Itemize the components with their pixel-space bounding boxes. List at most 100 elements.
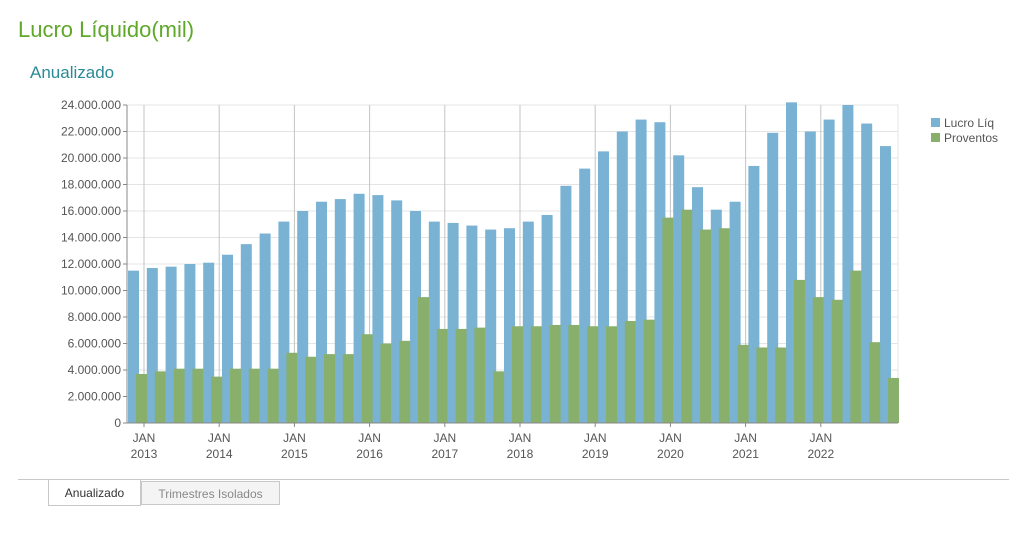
bar-proventos bbox=[756, 347, 768, 423]
bar-proventos bbox=[812, 297, 824, 423]
x-tick-label-year: 2019 bbox=[582, 447, 609, 461]
bar-lucro bbox=[203, 262, 215, 423]
bar-proventos bbox=[568, 324, 580, 423]
bar-proventos bbox=[474, 327, 486, 423]
section-title: Anualizado bbox=[30, 63, 115, 82]
x-tick-label-month: JAN bbox=[283, 431, 306, 445]
bar-lucro bbox=[372, 195, 384, 423]
bar-proventos bbox=[436, 328, 448, 423]
legend-label: Lucro Líq bbox=[944, 116, 994, 130]
y-tick-label: 22.000.000 bbox=[61, 125, 121, 139]
bar-lucro bbox=[654, 122, 666, 423]
legend-swatch bbox=[931, 118, 940, 127]
bar-lucro bbox=[880, 146, 891, 423]
bar-lucro bbox=[579, 168, 591, 423]
x-tick-label-year: 2022 bbox=[807, 447, 834, 461]
bar-proventos bbox=[154, 371, 166, 423]
y-tick-label: 4.000.000 bbox=[68, 363, 122, 377]
y-tick-label: 14.000.000 bbox=[61, 231, 121, 245]
bar-lucro bbox=[616, 131, 628, 423]
bar-proventos bbox=[380, 343, 392, 423]
bar-lucro bbox=[541, 214, 553, 423]
bar-proventos bbox=[342, 354, 354, 423]
bar-proventos bbox=[681, 209, 693, 423]
bar-proventos bbox=[418, 297, 429, 423]
bar-proventos bbox=[211, 376, 223, 423]
bar-lucro bbox=[278, 221, 290, 423]
bar-proventos bbox=[869, 342, 881, 423]
bar-lucro bbox=[334, 199, 346, 423]
bar-lucro bbox=[560, 185, 572, 423]
bar-proventos bbox=[230, 368, 241, 423]
bar-proventos bbox=[286, 352, 298, 423]
bar-lucro bbox=[466, 225, 478, 423]
bar-lucro bbox=[635, 119, 647, 423]
bar-lucro bbox=[146, 267, 158, 423]
y-tick-label: 12.000.000 bbox=[61, 257, 121, 271]
bar-proventos bbox=[512, 326, 523, 423]
bar-proventos bbox=[624, 320, 636, 423]
bar-proventos bbox=[305, 356, 317, 423]
bar-proventos bbox=[136, 373, 147, 423]
x-tick-label-month: JAN bbox=[734, 431, 757, 445]
bar-proventos bbox=[587, 326, 599, 423]
bar-lucro bbox=[447, 222, 459, 423]
bar-proventos bbox=[775, 347, 787, 423]
x-tick-label-year: 2015 bbox=[281, 447, 308, 461]
x-tick-label-year: 2018 bbox=[507, 447, 534, 461]
bar-proventos bbox=[831, 299, 843, 423]
bar-proventos bbox=[700, 229, 711, 423]
legend-swatch bbox=[931, 133, 940, 142]
bar-proventos bbox=[718, 228, 730, 423]
bar-lucro bbox=[673, 155, 685, 423]
bar-lucro bbox=[767, 132, 779, 423]
bar-proventos bbox=[267, 368, 279, 423]
bar-lucro bbox=[297, 211, 309, 423]
y-tick-label: 2.000.000 bbox=[68, 390, 122, 404]
y-tick-label: 10.000.000 bbox=[61, 284, 121, 298]
x-tick-label-year: 2021 bbox=[732, 447, 759, 461]
bar-proventos bbox=[549, 324, 561, 423]
x-tick-label-year: 2020 bbox=[657, 447, 684, 461]
x-tick-label-month: JAN bbox=[358, 431, 381, 445]
bar-proventos bbox=[888, 377, 899, 423]
bar-lucro bbox=[710, 209, 722, 423]
bar-lucro bbox=[748, 165, 760, 423]
bar-lucro bbox=[522, 221, 534, 423]
x-tick-label-month: JAN bbox=[433, 431, 456, 445]
bar-proventos bbox=[737, 344, 749, 423]
bar-proventos bbox=[794, 279, 805, 423]
bar-proventos bbox=[324, 354, 335, 423]
bar-proventos bbox=[173, 368, 185, 423]
y-tick-label: 6.000.000 bbox=[68, 337, 122, 351]
tab-anualizado[interactable]: Anualizado bbox=[48, 480, 141, 506]
bar-lucro bbox=[410, 211, 421, 423]
bar-lucro bbox=[861, 123, 873, 424]
bar-lucro bbox=[692, 187, 703, 423]
bar-proventos bbox=[493, 371, 505, 423]
y-tick-label: 18.000.000 bbox=[61, 178, 121, 192]
bar-proventos bbox=[530, 326, 542, 423]
bar-lucro bbox=[240, 244, 252, 423]
bars-layer bbox=[128, 102, 899, 424]
bar-proventos bbox=[643, 319, 655, 423]
page-title: Lucro Líquido(mil) bbox=[18, 17, 195, 42]
bar-lucro bbox=[165, 266, 177, 423]
x-tick-label-year: 2016 bbox=[356, 447, 383, 461]
y-tick-label: 24.000.000 bbox=[61, 98, 121, 112]
tabs-divider bbox=[18, 479, 1009, 480]
bar-lucro bbox=[128, 270, 139, 423]
x-tick-label-month: JAN bbox=[659, 431, 682, 445]
bar-lucro bbox=[391, 200, 403, 423]
x-tick-label-month: JAN bbox=[584, 431, 607, 445]
tab-trimestres-isolados[interactable]: Trimestres Isolados bbox=[141, 481, 280, 505]
x-tick-label-month: JAN bbox=[133, 431, 156, 445]
bar-lucro bbox=[184, 264, 196, 423]
bar-proventos bbox=[455, 328, 467, 423]
axis-layer: 0 2.000.000 4.000.000 6.000.000 8.000.000 10.… bbox=[61, 98, 898, 461]
bar-lucro bbox=[259, 233, 271, 423]
bar-proventos bbox=[850, 270, 862, 423]
bar-lucro bbox=[729, 201, 741, 423]
bar-lucro bbox=[316, 201, 327, 423]
